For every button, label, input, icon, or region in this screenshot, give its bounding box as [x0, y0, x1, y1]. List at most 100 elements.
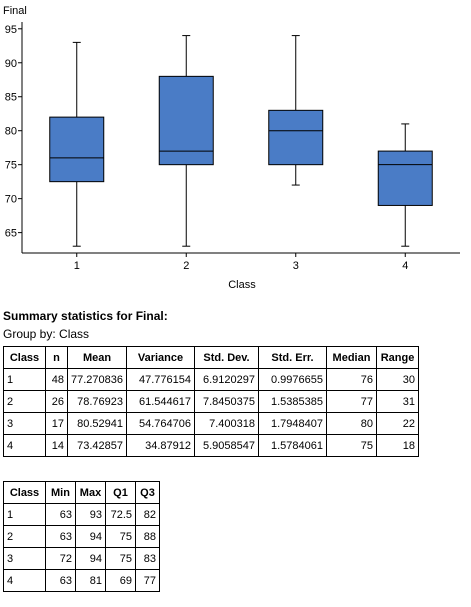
- x-axis-title: Class: [228, 279, 256, 291]
- group-by-label: Group by: Class: [3, 327, 90, 341]
- iqr-box: [158, 75, 214, 166]
- table-cell: 1.5385385: [258, 390, 327, 413]
- table-cell: 63: [45, 525, 76, 548]
- table-cell: 77: [326, 390, 377, 413]
- table-cell: 77: [135, 569, 160, 592]
- y-tick-label: 70: [5, 194, 17, 206]
- box-2: [158, 35, 214, 247]
- iqr-box: [268, 109, 324, 166]
- table-row: 3 17 80.52941 54.764706 7.400318 1.7948407 80 2…: [3, 412, 419, 435]
- table-cell: 17: [45, 412, 68, 435]
- y-ticks: 65 70 75 80 85 90 95: [5, 24, 22, 240]
- table-cell: 3: [3, 412, 46, 435]
- table-cell: 1.7948407: [258, 412, 327, 435]
- table-cell: 34.87912: [126, 434, 195, 457]
- table-cell: 88: [135, 525, 160, 548]
- table-cell: 4: [3, 434, 46, 457]
- box-3: [268, 35, 324, 186]
- table-cell: 81: [75, 569, 106, 592]
- quartiles-table: Class Min Max Q1 Q3 1 63 93 72.5 82 2 63 94 75 88 3 72 9…: [3, 481, 160, 592]
- x-ticks: 1 2 3 4: [74, 253, 408, 272]
- table-cell: 72.5: [105, 503, 136, 526]
- table-header-row: Class Min Max Q1 Q3: [3, 481, 160, 504]
- x-tick-label: 2: [183, 260, 189, 272]
- y-tick-label: 95: [5, 24, 17, 36]
- column-header: Std. Err.: [258, 346, 327, 369]
- table-row: 2 63 94 75 88: [3, 525, 160, 548]
- table-cell: 78.76923: [67, 390, 127, 413]
- summary-stats-table: Class n Mean Variance Std. Dev. Std. Err. Medi…: [3, 346, 419, 457]
- table-cell: 94: [75, 525, 106, 548]
- table-cell: 14: [45, 434, 68, 457]
- column-header: Mean: [67, 346, 127, 369]
- column-header: Range: [376, 346, 419, 369]
- column-header: Q1: [105, 481, 136, 504]
- column-header: Max: [75, 481, 106, 504]
- table-cell: 1.5784061: [258, 434, 327, 457]
- x-tick-label: 1: [74, 260, 80, 272]
- table-cell: 63: [45, 569, 76, 592]
- table-cell: 1: [3, 368, 46, 391]
- table-row: 2 26 78.76923 61.544617 7.8450375 1.5385385 77…: [3, 390, 419, 413]
- table-cell: 18: [376, 434, 419, 457]
- y-tick-label: 75: [5, 160, 17, 172]
- y-tick-label: 65: [5, 228, 17, 240]
- summary-title: Summary statistics for Final:: [3, 309, 168, 323]
- iqr-box: [49, 116, 105, 183]
- table-cell: 61.544617: [126, 390, 195, 413]
- y-tick-label: 85: [5, 92, 17, 104]
- table-cell: 82: [135, 503, 160, 526]
- table-cell: 72: [45, 547, 76, 570]
- table-row: 3 72 94 75 83: [3, 547, 160, 570]
- table-cell: 7.400318: [194, 412, 259, 435]
- table-cell: 63: [45, 503, 76, 526]
- table-cell: 54.764706: [126, 412, 195, 435]
- table-header-row: Class n Mean Variance Std. Dev. Std. Err. Medi…: [3, 346, 419, 369]
- table-row: 4 63 81 69 77: [3, 569, 160, 592]
- table-cell: 76: [326, 368, 377, 391]
- y-axis-title: Final: [3, 5, 27, 17]
- table-cell: 3: [3, 547, 46, 570]
- column-header: Class: [3, 346, 46, 369]
- table-cell: 2: [3, 525, 46, 548]
- table-cell: 94: [75, 547, 106, 570]
- table-row: 1 48 77.270836 47.776154 6.9120297 0.9976655 7…: [3, 368, 419, 391]
- boxes: [49, 35, 433, 247]
- table-cell: 83: [135, 547, 160, 570]
- table-cell: 73.42857: [67, 434, 127, 457]
- table-cell: 47.776154: [126, 368, 195, 391]
- y-tick-label: 80: [5, 126, 17, 138]
- table-cell: 69: [105, 569, 136, 592]
- table-cell: 31: [376, 390, 419, 413]
- table-row: 4 14 73.42857 34.87912 5.9058547 1.5784061 75 1…: [3, 434, 419, 457]
- table-cell: 5.9058547: [194, 434, 259, 457]
- column-header: n: [45, 346, 68, 369]
- table-cell: 93: [75, 503, 106, 526]
- x-tick-label: 4: [402, 260, 408, 272]
- table-cell: 2: [3, 390, 46, 413]
- table-cell: 22: [376, 412, 419, 435]
- table-cell: 0.9976655: [258, 368, 327, 391]
- table-cell: 4: [3, 569, 46, 592]
- column-header: Std. Dev.: [194, 346, 259, 369]
- table-cell: 75: [105, 525, 136, 548]
- column-header: Class: [3, 481, 46, 504]
- table-cell: 48: [45, 368, 68, 391]
- box-plot-chart: Final Class 65 70 75 80 85 90 95 1 2 3 4: [3, 5, 460, 291]
- table-cell: 30: [376, 368, 419, 391]
- iqr-box: [377, 150, 433, 206]
- table-cell: 80.52941: [67, 412, 127, 435]
- table-cell: 26: [45, 390, 68, 413]
- column-header: Min: [45, 481, 76, 504]
- box-4: [377, 123, 433, 247]
- column-header: Variance: [126, 346, 195, 369]
- y-tick-label: 90: [5, 58, 17, 70]
- column-header: Q3: [135, 481, 160, 504]
- table-cell: 75: [105, 547, 136, 570]
- table-row: 1 63 93 72.5 82: [3, 503, 160, 526]
- table-cell: 77.270836: [67, 368, 127, 391]
- column-header: Median: [326, 346, 377, 369]
- x-tick-label: 3: [293, 260, 299, 272]
- box-1: [49, 41, 105, 247]
- table-cell: 80: [326, 412, 377, 435]
